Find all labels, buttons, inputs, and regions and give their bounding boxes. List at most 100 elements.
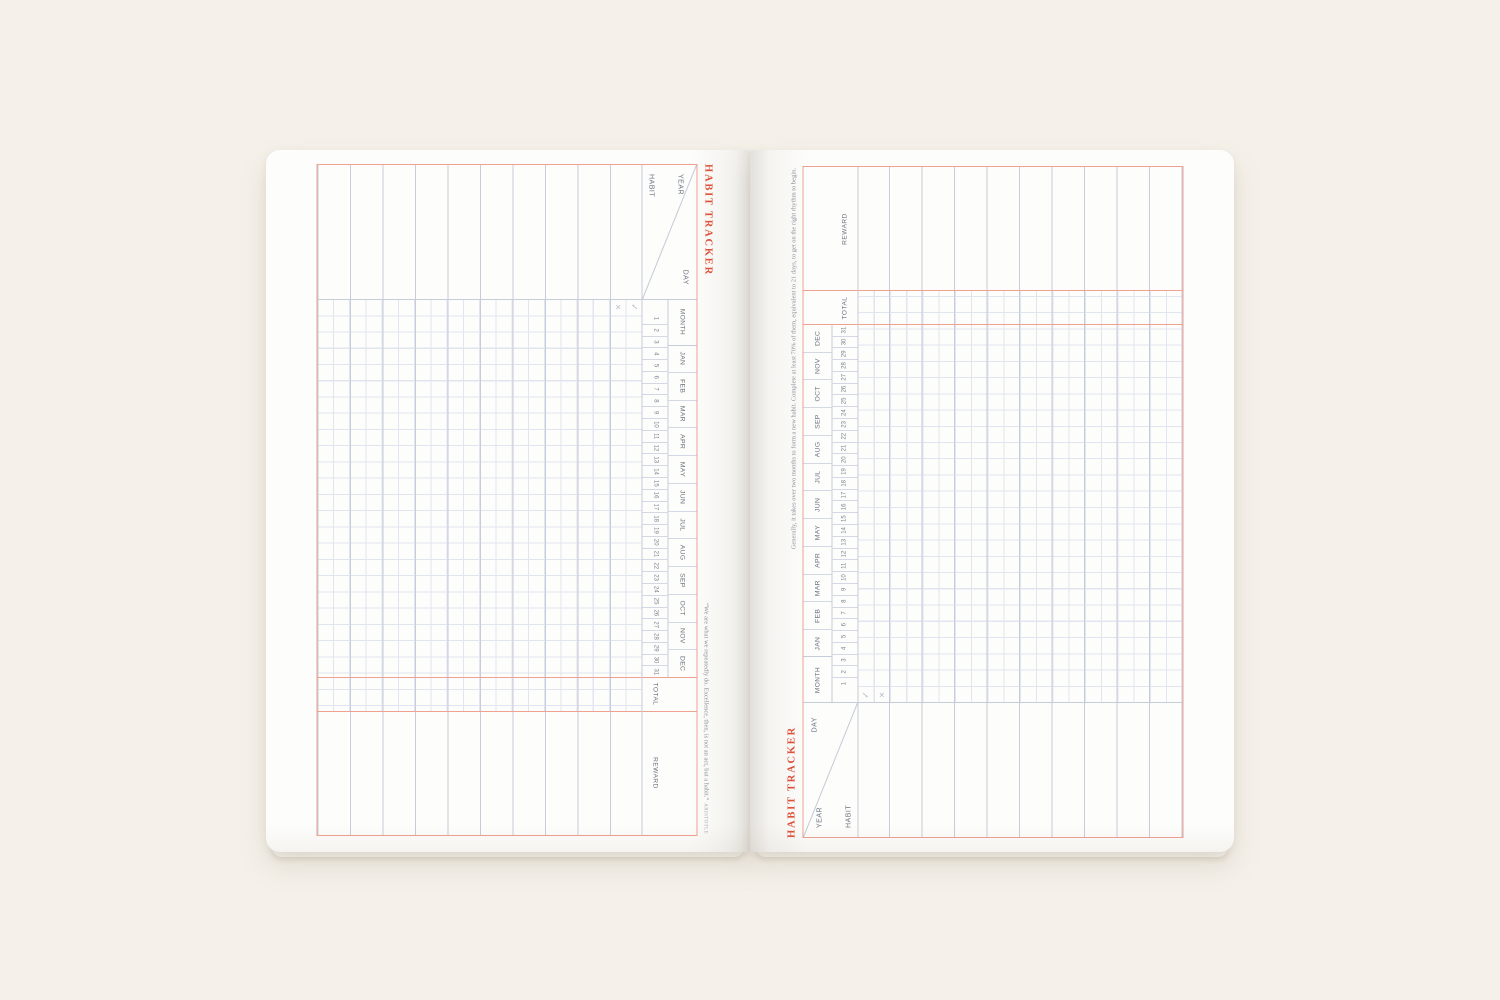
day-cell: 30: [642, 653, 669, 666]
reward-column-header: REWARD: [841, 213, 848, 245]
day-label: DAY: [811, 717, 819, 733]
month-label: MONTH: [814, 666, 821, 694]
month-cell: NOV: [803, 352, 832, 381]
day-cell: 23: [831, 419, 858, 431]
days-row: 1 2 3 4 5 6 7 8 9 10 11 12 13 14 15 16 17 18 19 20 21 22 23 24 2…: [642, 313, 669, 678]
month-cell: MAY: [668, 455, 697, 483]
day-cell: 14: [831, 525, 858, 537]
total-column-border: [803, 324, 1183, 325]
instruction-text: Generally, it takes over two months to f…: [791, 168, 798, 549]
months-row: JAN FEB MAR APR MAY JUN JUL AUG SEP OCT NOV DEC: [803, 325, 832, 657]
month-cell: APR: [668, 427, 697, 455]
notebook-page-right: HABIT TRACKER Generally, it takes over t…: [750, 150, 1234, 857]
day-cell: 21: [642, 547, 669, 560]
day-cell: 4: [831, 642, 858, 655]
reward-column-border: [803, 290, 1183, 291]
day-cell: 11: [831, 560, 858, 573]
month-cell: JUL: [668, 510, 697, 539]
day-cell: 10: [642, 418, 669, 430]
day-cell: 24: [642, 582, 669, 595]
day-cell: 15: [642, 476, 669, 489]
diagonal-divider: [642, 165, 697, 299]
day-cell: 8: [642, 394, 669, 407]
month-cell: AUG: [668, 538, 697, 566]
day-cell: 5: [642, 359, 669, 371]
year-label: YEAR: [816, 806, 824, 828]
notebook-page-left: HABIT TRACKER “We are what we repeatedly…: [266, 150, 750, 857]
left-sheet-header: HABIT TRACKER “We are what we repeatedly…: [700, 164, 726, 834]
reward-column-header: REWARD: [652, 757, 659, 789]
day-cell: 17: [831, 489, 858, 502]
month-cell: MAY: [803, 519, 832, 547]
month-cell: SEP: [668, 566, 697, 594]
checkmark-legend-icon: ✓: [860, 691, 870, 699]
month-cell: JUN: [668, 482, 697, 511]
reward-column-border: [317, 711, 697, 712]
day-cell: 18: [642, 512, 669, 525]
day-cell: 6: [831, 619, 858, 632]
day-cell: 27: [642, 618, 669, 631]
cross-legend-icon: ✕: [614, 303, 623, 311]
habit-tracker-table: YEAR DAY HABIT MONTH JAN FEB MAR APR MAY JUN J…: [316, 164, 698, 836]
day-cell: 7: [831, 607, 858, 620]
habit-tracker-table: YEAR DAY HABIT MONTH JAN FEB MAR APR MAY JUN J…: [802, 166, 1184, 838]
day-cell: 8: [831, 595, 858, 608]
day-cell: 17: [642, 500, 669, 513]
month-cell: APR: [803, 547, 832, 575]
day-cell: 13: [642, 453, 669, 466]
day-cell: 26: [831, 383, 858, 396]
days-row: 1 2 3 4 5 6 7 8 9 10 11 12 13 14 15 16 17 18 19 20 21 22 23 24 2…: [831, 324, 858, 689]
month-cell: MAR: [668, 399, 697, 428]
day-cell: 20: [831, 454, 858, 467]
notebook-spread: HABIT TRACKER “We are what we repeatedly…: [266, 150, 1234, 857]
day-cell: 5: [831, 631, 858, 643]
day-cell: 3: [831, 654, 858, 667]
day-cell: 25: [642, 594, 669, 607]
instruction: Generally, it takes over two months to f…: [790, 168, 798, 550]
month-cell: NOV: [668, 621, 697, 650]
month-cell: OCT: [668, 593, 697, 622]
month-cell: DEC: [668, 649, 697, 677]
quote-attribution: ARISTOTLE: [702, 803, 708, 834]
month-cell: FEB: [668, 371, 697, 400]
day-cell: 1: [841, 681, 848, 686]
quote: “We are what we repeatedly do. Excellenc…: [703, 603, 710, 834]
day-cell: 16: [831, 501, 858, 514]
month-cell: JAN: [679, 351, 686, 366]
day-cell: 22: [642, 559, 669, 572]
day-cell: 28: [642, 630, 669, 642]
day-cell: 1: [652, 316, 659, 321]
day-cell: 21: [831, 442, 858, 455]
day-cell: 2: [642, 323, 669, 336]
day-cell: 7: [642, 382, 669, 395]
year-label: YEAR: [676, 174, 684, 196]
day-cell: 20: [642, 535, 669, 548]
month-label: MONTH: [679, 308, 686, 336]
day-cell: 26: [642, 606, 669, 619]
day-cell: 9: [831, 583, 858, 596]
month-cell: AUG: [803, 436, 832, 464]
day-cell: 29: [831, 348, 858, 361]
day-cell: 25: [831, 395, 858, 408]
day-cell: 12: [831, 548, 858, 561]
total-column-border: [317, 677, 697, 678]
year-day-header-cell: YEAR DAY HABIT: [803, 703, 858, 837]
page-title: HABIT TRACKER: [702, 164, 714, 276]
day-cell: 19: [831, 466, 858, 478]
day-cell: 30: [831, 336, 858, 349]
day-cell: 23: [642, 571, 669, 583]
day-cell: 24: [831, 407, 858, 420]
day-cell: 4: [642, 347, 669, 360]
total-column-header: TOTAL: [652, 682, 659, 706]
day-cell: 2: [831, 666, 858, 679]
day-cell: 3: [642, 335, 669, 348]
day-cell: 14: [642, 465, 669, 477]
day-cell: 31: [831, 324, 858, 337]
day-cell: 12: [642, 441, 669, 454]
day-cell: 9: [642, 406, 669, 419]
month-cell: DEC: [803, 325, 832, 353]
year-day-header-cell: YEAR DAY HABIT: [642, 165, 697, 299]
cross-legend-icon: ✕: [877, 691, 886, 699]
month-cell: OCT: [803, 380, 832, 409]
day-cell: 11: [642, 429, 669, 442]
